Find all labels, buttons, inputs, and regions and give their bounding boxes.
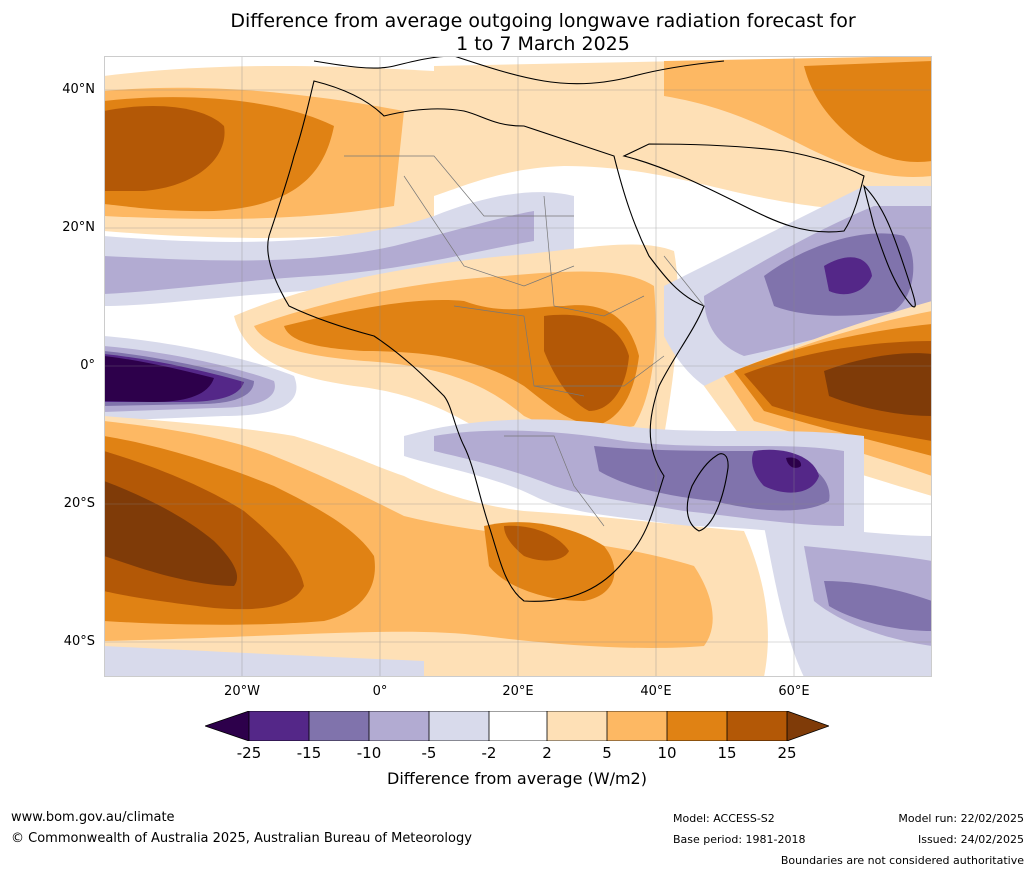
colorbar-segment-neg15-neg10 [309, 711, 369, 741]
lat-label-20s: 20°S [63, 496, 95, 511]
colorbar-tick: 25 [777, 744, 797, 762]
colorbar-tick: 10 [657, 744, 677, 762]
europe-coastline [453, 56, 725, 85]
colorbar-tick: -25 [236, 744, 262, 762]
colorbar-tick: -5 [421, 744, 437, 762]
olr-anomaly-map [104, 56, 932, 677]
colorbar-segment-neg10-neg5 [369, 711, 429, 741]
lon-label-40e: 40°E [640, 684, 672, 699]
colorbar-segment-neg5-neg2 [429, 711, 489, 741]
arabian-sea-negative-peak [824, 257, 872, 295]
north-atlantic-anomaly-peak [104, 106, 225, 191]
madagascar-negative-extreme [786, 457, 802, 468]
africa-coastline [267, 80, 705, 602]
madagascar-negative-peak [752, 449, 819, 493]
gulf-of-guinea-negative-extreme [104, 356, 214, 402]
middle-east-anomaly-core [804, 61, 932, 162]
colorbar-segment-lt-neg25 [205, 711, 249, 741]
colorbar-tick: -2 [481, 744, 497, 762]
colorbar-segment-15-25 [727, 711, 787, 741]
colorbar-segment-neg2-2 [489, 711, 547, 741]
south-atlantic-anomaly-extreme [104, 481, 238, 586]
congo-basin-peak [544, 314, 629, 411]
footer-disclaimer: Boundaries are not considered authoritat… [780, 854, 1024, 867]
south-africa-anomaly-peak [504, 525, 569, 561]
madagascar-coastline [686, 453, 729, 532]
lat-label-0: 0° [80, 358, 95, 373]
lon-label-0: 0° [372, 684, 388, 699]
lat-label-40s: 40°S [63, 634, 95, 649]
colorbar-tick: -10 [356, 744, 382, 762]
lon-label-60e: 60°E [778, 684, 810, 699]
colorbar-tick: -15 [296, 744, 322, 762]
sahara-band-negative-inner [104, 211, 534, 294]
colorbar-segment-5-10 [607, 711, 667, 741]
colorbar [205, 711, 829, 741]
footer-base-period: Base period: 1981-2018 [673, 833, 806, 846]
coastlines [267, 56, 916, 602]
graticule [104, 56, 932, 677]
map-title: Difference from average outgoing longwav… [100, 10, 986, 56]
country-borders [344, 155, 705, 527]
colorbar-outline [205, 711, 829, 741]
east-indian-ocean-anomaly-extreme [824, 353, 932, 416]
colorbar-ticks: -25 -15 -10 -5 -2 2 5 10 15 25 [0, 744, 1035, 764]
arabia-coastline [622, 143, 865, 233]
title-line-2: 1 to 7 March 2025 [456, 33, 630, 55]
far-south-negative [104, 646, 424, 677]
lat-label-20n: 20°N [62, 220, 95, 235]
colorbar-segment-neg25-neg15 [249, 711, 309, 741]
india-coastline [863, 184, 916, 308]
lon-label-20w: 20°W [224, 684, 260, 699]
footer-issued: Issued: 24/02/2025 [917, 833, 1024, 846]
title-line-1: Difference from average outgoing longwav… [230, 10, 856, 32]
map-frame [104, 56, 932, 677]
colorbar-tick: 15 [717, 744, 737, 762]
colorbar-tick: 5 [602, 744, 612, 762]
footer-model: Model: ACCESS-S2 [673, 812, 775, 825]
footer-model-run: Model run: 22/02/2025 [898, 812, 1024, 825]
iberia-coastline [313, 56, 455, 69]
south-indian-ocean-negative-strong [824, 581, 932, 631]
footer-website: www.bom.gov.au/climate [11, 810, 175, 825]
colorbar-segment-10-15 [667, 711, 727, 741]
map-canvas [104, 56, 932, 677]
footer-copyright: © Commonwealth of Australia 2025, Austra… [11, 831, 472, 846]
colorbar-segment-2-5 [547, 711, 607, 741]
colorbar-tick: 2 [542, 744, 552, 762]
colorbar-segment-gt-25 [787, 711, 829, 741]
lon-label-20e: 20°E [502, 684, 534, 699]
lat-label-40n: 40°N [62, 82, 95, 97]
colorbar-label: Difference from average (W/m2) [387, 769, 647, 788]
